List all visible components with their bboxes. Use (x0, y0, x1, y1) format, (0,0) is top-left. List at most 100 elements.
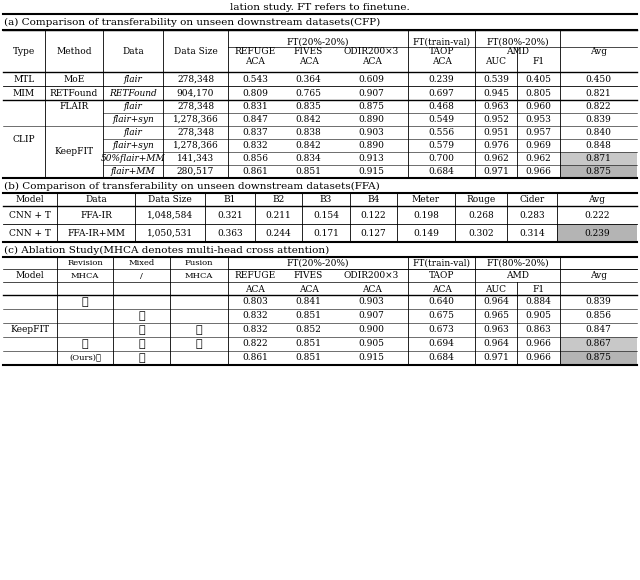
Text: 278,348: 278,348 (177, 102, 214, 111)
Text: (Ours)✓: (Ours)✓ (69, 354, 101, 362)
Text: 0.966: 0.966 (525, 339, 552, 349)
Bar (560, 351, 637, 365)
Text: MTL: MTL (13, 74, 35, 84)
Text: FT(train-val): FT(train-val) (413, 259, 470, 267)
Text: F1: F1 (532, 285, 545, 293)
Text: Avg: Avg (590, 271, 607, 281)
Text: 0.966: 0.966 (525, 353, 552, 362)
Text: 0.640: 0.640 (429, 298, 454, 306)
Text: AMD: AMD (506, 48, 529, 56)
Text: 0.405: 0.405 (525, 74, 552, 84)
Text: 0.847: 0.847 (242, 115, 268, 124)
Text: FT(80%-20%): FT(80%-20%) (486, 38, 549, 46)
Text: 1,278,366: 1,278,366 (173, 115, 218, 124)
Text: 0.211: 0.211 (266, 211, 291, 219)
Text: /: / (140, 272, 143, 280)
Text: 0.960: 0.960 (525, 102, 552, 111)
Text: ACA: ACA (299, 57, 319, 67)
Text: flair+syn: flair+syn (112, 141, 154, 150)
Text: 0.363: 0.363 (217, 229, 243, 237)
Text: 0.684: 0.684 (429, 167, 454, 176)
Text: B3: B3 (320, 194, 332, 204)
Text: ACA: ACA (362, 285, 381, 293)
Text: 0.839: 0.839 (586, 115, 611, 124)
Text: 0.842: 0.842 (296, 115, 321, 124)
Text: 0.851: 0.851 (296, 353, 321, 362)
Text: 0.822: 0.822 (242, 339, 268, 349)
Text: 0.239: 0.239 (429, 74, 454, 84)
Text: 1,048,584: 1,048,584 (147, 211, 193, 219)
Text: 0.127: 0.127 (360, 229, 387, 237)
Text: 0.700: 0.700 (429, 154, 454, 163)
Text: 0.903: 0.903 (358, 298, 385, 306)
Text: 0.953: 0.953 (525, 115, 552, 124)
Bar (560, 337, 637, 351)
Text: 0.675: 0.675 (429, 311, 454, 321)
Text: ACA: ACA (245, 57, 265, 67)
Text: 0.283: 0.283 (519, 211, 545, 219)
Text: 0.609: 0.609 (358, 74, 385, 84)
Text: 0.154: 0.154 (313, 211, 339, 219)
Text: 0.971: 0.971 (483, 353, 509, 362)
Text: TAOP: TAOP (429, 271, 454, 281)
Text: 0.847: 0.847 (586, 325, 611, 335)
Text: flair+syn: flair+syn (112, 115, 154, 124)
Text: 0.890: 0.890 (358, 115, 385, 124)
Text: 0.957: 0.957 (525, 128, 552, 137)
Text: RETFound: RETFound (109, 89, 157, 97)
Text: REFUGE: REFUGE (234, 48, 276, 56)
Text: Method: Method (56, 48, 92, 56)
Text: 0.907: 0.907 (358, 311, 385, 321)
Text: 0.694: 0.694 (429, 339, 454, 349)
Text: 0.856: 0.856 (586, 311, 611, 321)
Text: Rouge: Rouge (467, 194, 495, 204)
Text: 0.962: 0.962 (525, 154, 552, 163)
Text: 0.839: 0.839 (586, 298, 611, 306)
Text: 0.832: 0.832 (242, 325, 268, 335)
Text: 0.965: 0.965 (483, 311, 509, 321)
Text: FFA-IR: FFA-IR (80, 211, 112, 219)
Text: ACA: ACA (362, 57, 381, 67)
Text: 278,348: 278,348 (177, 128, 214, 137)
Text: 0.765: 0.765 (296, 89, 321, 97)
Text: Data Size: Data Size (173, 48, 218, 56)
Text: 0.875: 0.875 (586, 167, 611, 176)
Text: Fusion: Fusion (185, 259, 213, 267)
Text: flair+MM: flair+MM (111, 167, 156, 176)
Text: FT(train-val): FT(train-val) (413, 38, 470, 46)
Text: ✓: ✓ (138, 353, 145, 363)
Text: 0.805: 0.805 (525, 89, 552, 97)
Text: 0.673: 0.673 (429, 325, 454, 335)
Text: Avg: Avg (589, 194, 605, 204)
Text: 0.871: 0.871 (586, 154, 611, 163)
Bar (560, 165, 637, 178)
Text: FIVES: FIVES (294, 271, 323, 281)
Text: ✓: ✓ (82, 339, 88, 349)
Text: 0.314: 0.314 (519, 229, 545, 237)
Text: 0.832: 0.832 (242, 311, 268, 321)
Text: flair: flair (124, 102, 142, 111)
Text: 0.842: 0.842 (296, 141, 321, 150)
Text: 0.539: 0.539 (483, 74, 509, 84)
Text: ✓: ✓ (196, 325, 202, 335)
Text: (a) Comparison of transferability on unseen downstream datasets(CFP): (a) Comparison of transferability on uns… (4, 17, 380, 27)
Text: 0.450: 0.450 (586, 74, 611, 84)
Text: 0.122: 0.122 (361, 211, 387, 219)
Text: 0.964: 0.964 (483, 298, 509, 306)
Text: Data Size: Data Size (148, 194, 192, 204)
Text: ✓: ✓ (138, 339, 145, 349)
Text: 0.198: 0.198 (413, 211, 439, 219)
Text: 0.468: 0.468 (429, 102, 454, 111)
Text: TAOP: TAOP (429, 48, 454, 56)
Text: 0.907: 0.907 (358, 89, 385, 97)
Text: 0.863: 0.863 (525, 325, 552, 335)
Text: 0.831: 0.831 (242, 102, 268, 111)
Text: 0.822: 0.822 (586, 102, 611, 111)
Text: ACA: ACA (245, 285, 265, 293)
Text: 0.809: 0.809 (242, 89, 268, 97)
Text: 0.549: 0.549 (429, 115, 454, 124)
Text: ✓: ✓ (82, 297, 88, 307)
Text: 0.321: 0.321 (217, 211, 243, 219)
Text: ACA: ACA (431, 57, 451, 67)
Text: ODIR200×3: ODIR200×3 (344, 271, 399, 281)
